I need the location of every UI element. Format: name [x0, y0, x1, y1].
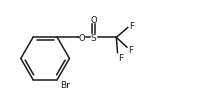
Text: F: F: [128, 45, 133, 54]
Text: Br: Br: [60, 80, 70, 89]
Text: S: S: [91, 34, 96, 42]
Text: O: O: [79, 34, 85, 42]
Text: F: F: [118, 53, 123, 62]
Text: O: O: [90, 16, 97, 25]
Text: F: F: [130, 22, 135, 31]
